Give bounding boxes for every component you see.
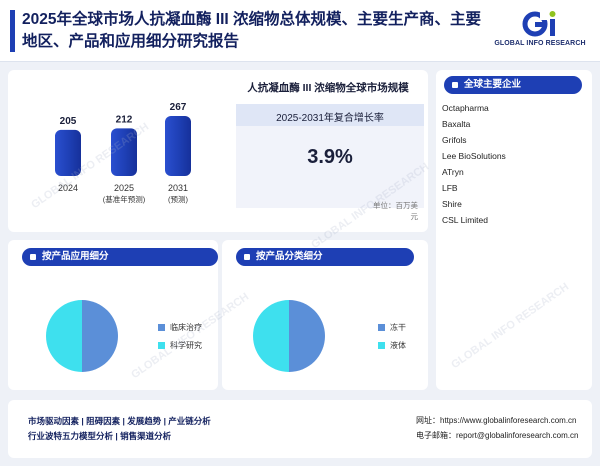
- companies-title: 全球主要企业: [464, 79, 522, 90]
- report-title: 2025年全球市场人抗凝血酶 III 浓缩物总体规模、主要生产商、主要地区、产品…: [22, 11, 482, 50]
- bar-2024: [55, 129, 81, 176]
- company-item: ATryn: [442, 167, 464, 177]
- company-item: CSL Limited: [442, 215, 488, 225]
- company-item: Lee BioSolutions: [442, 151, 506, 161]
- company-item: Grifols: [442, 135, 467, 145]
- company-logo: GLOBAL INFO RESEARCH: [488, 10, 592, 50]
- legend-swatch: [158, 324, 165, 331]
- footer-panel: 市场驱动因素 | 阻碍因素 | 发展趋势 | 产业链分析 行业波特五力模型分析 …: [8, 400, 592, 458]
- bar-category-label: 2025: [114, 183, 134, 193]
- legend-item: 临床治疗: [158, 322, 202, 333]
- companies-panel: 全球主要企业 Octapharma Baxalta Grifols Lee Bi…: [436, 70, 592, 390]
- bar-category-label: 2031: [168, 183, 188, 193]
- bar-value-label: 212: [116, 114, 133, 125]
- cagr-label-background: [236, 104, 424, 126]
- type-segment-title: 按产品分类细分: [256, 251, 323, 262]
- legend-swatch: [378, 342, 385, 349]
- logo-text: GLOBAL INFO RESEARCH: [494, 40, 586, 47]
- bar-2025: [111, 128, 137, 176]
- bar-2031: [165, 116, 191, 176]
- application-segment-panel: 按产品应用细分 临床治疗 科学研究: [8, 240, 218, 390]
- legend-item: 科学研究: [158, 340, 202, 351]
- legend-swatch: [378, 324, 385, 331]
- square-bullet-icon: [452, 82, 458, 88]
- logo-gi-icon: [522, 11, 556, 37]
- company-item: LFB: [442, 183, 458, 193]
- cagr-value: 3.9%: [307, 146, 353, 168]
- pie-slice-临床治疗: [82, 300, 118, 372]
- company-item: Shire: [442, 199, 462, 209]
- bar-category-note: (基准年预测): [103, 194, 146, 204]
- analysis-topics-line-1: 市场驱动因素 | 阻碍因素 | 发展趋势 | 产业链分析: [28, 416, 211, 426]
- application-segment-title: 按产品应用细分: [42, 251, 109, 262]
- legend-label: 冻干: [390, 323, 406, 332]
- type-segment-panel: 按产品分类细分 冻干 液体: [222, 240, 428, 390]
- bar-value-label: 205: [60, 116, 77, 127]
- legend-label: 科学研究: [170, 341, 202, 350]
- pie-slice-科学研究: [46, 300, 82, 372]
- legend-item: 液体: [378, 340, 406, 351]
- cagr-box: 2025-2031年复合增长率 3.9%: [236, 104, 424, 208]
- bar-category-label: 2024: [58, 183, 78, 193]
- bar-value-label: 267: [170, 102, 187, 113]
- cagr-label: 2025-2031年复合增长率: [276, 113, 384, 124]
- companies-tag: 全球主要企业: [444, 76, 582, 94]
- application-pie-chart: [46, 300, 118, 372]
- company-item: Octapharma: [442, 103, 489, 113]
- bar-category-note: (预测): [168, 194, 188, 204]
- type-segment-tag: 按产品分类细分: [236, 248, 414, 266]
- square-bullet-icon: [244, 254, 250, 260]
- website-text: 网址：https://www.globalinforesearch.com.cn: [416, 416, 577, 425]
- pie-slice-液体: [253, 300, 289, 372]
- company-item: Baxalta: [442, 119, 471, 129]
- market-size-panel: 205 2024 212 2025 (基准年预测) 267 2031 (预测) 人抗凝血酶 I…: [8, 70, 428, 232]
- email-text: 电子邮箱：report@globalinforesearch.com.cn: [416, 431, 579, 440]
- market-size-bar-chart: 205 2024 212 2025(基准年预测) 267 2031(预测): [55, 102, 191, 204]
- pie-slice-冻干: [289, 300, 325, 372]
- legend-swatch: [158, 342, 165, 349]
- market-size-title: 人抗凝血酶 III 浓缩物全球市场规模: [247, 82, 409, 94]
- application-segment-tag: 按产品应用细分: [22, 248, 218, 266]
- legend-label: 临床治疗: [170, 323, 202, 332]
- legend-label: 液体: [390, 341, 406, 350]
- analysis-topics-line-2: 行业波特五力模型分析 | 销售渠道分析: [28, 431, 172, 441]
- header-accent-bar: [10, 10, 15, 52]
- legend-item: 冻干: [378, 322, 406, 333]
- type-pie-chart: [253, 300, 325, 372]
- report-header: 2025年全球市场人抗凝血酶 III 浓缩物总体规模、主要生产商、主要地区、产品…: [0, 0, 600, 62]
- square-bullet-icon: [30, 254, 36, 260]
- unit-label: 单位：百万美元: [373, 201, 418, 221]
